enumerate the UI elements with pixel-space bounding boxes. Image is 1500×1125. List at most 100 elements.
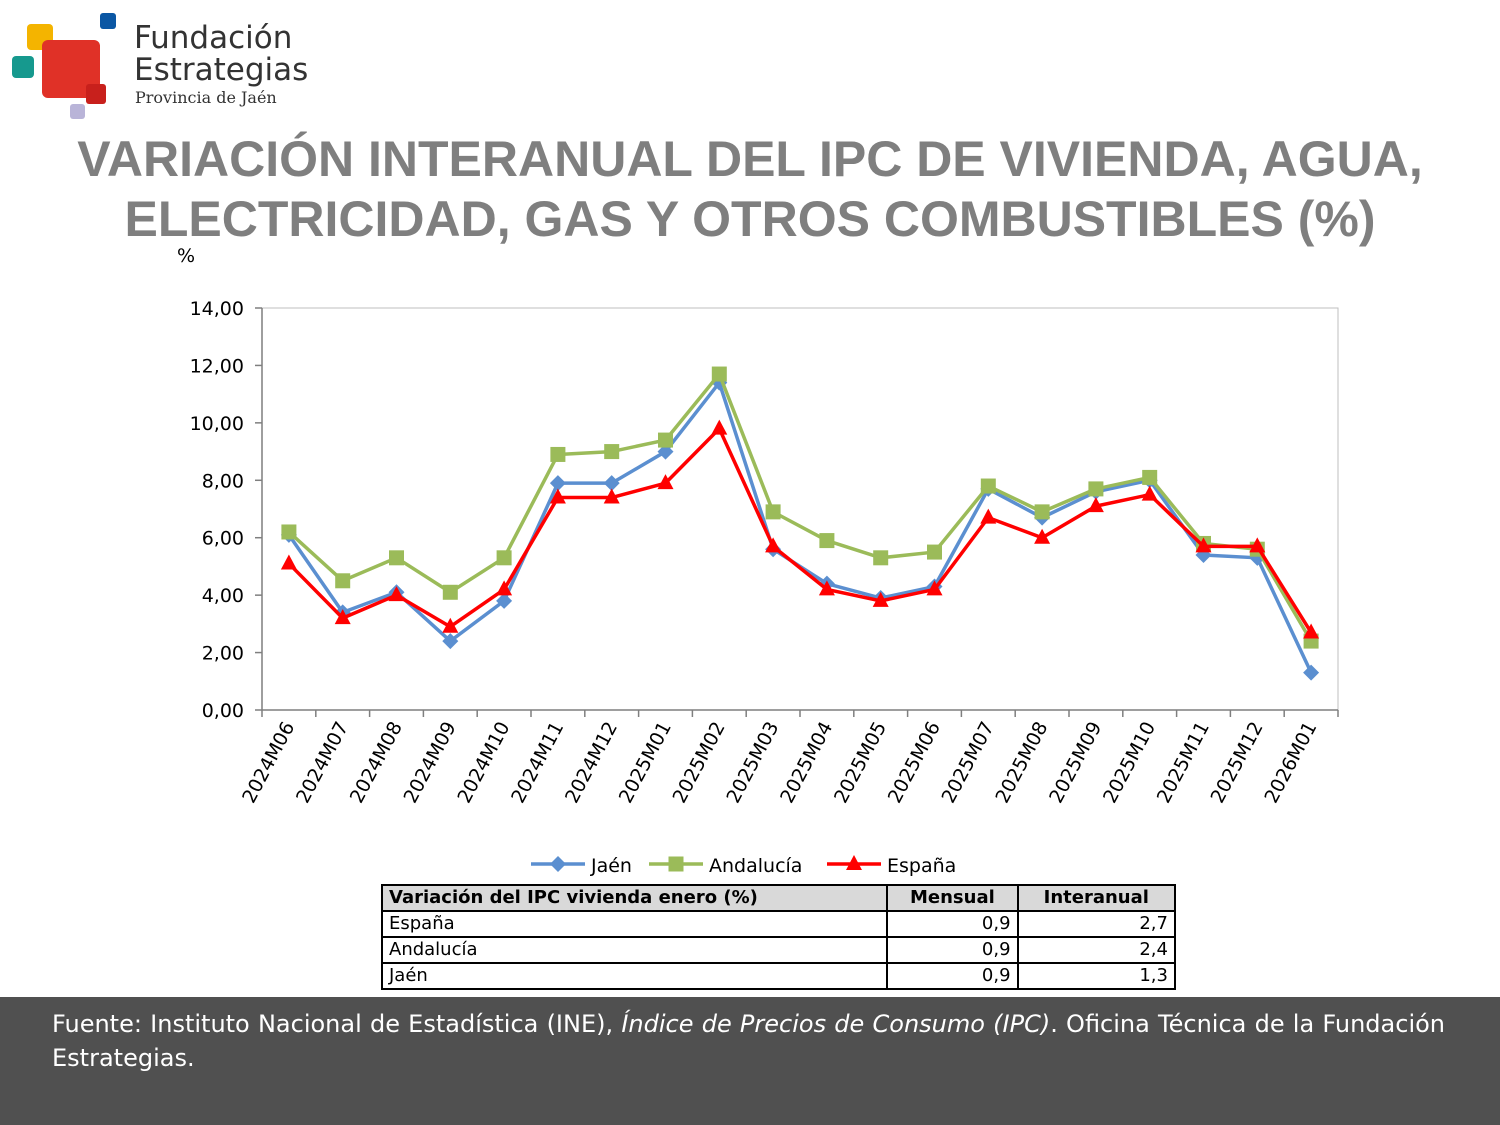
series-line: [287, 426, 1313, 634]
marker: [604, 444, 620, 460]
logo-square: [100, 13, 116, 29]
x-tick-label: 2024M12: [561, 718, 622, 807]
y-tick-label: 4,00: [202, 585, 244, 607]
marker: [496, 580, 513, 596]
x-tick-label: 2025M09: [1045, 718, 1106, 807]
x-tick-label: 2025M10: [1099, 718, 1160, 807]
marker: [389, 550, 404, 566]
y-tick-label: 12,00: [190, 355, 244, 377]
logo-text: Fundación: [134, 20, 292, 56]
logo-square: [12, 56, 34, 78]
chart-title: ELECTRICIDAD, GAS Y OTROS COMBUSTIBLES (…: [124, 191, 1375, 247]
marker: [1195, 537, 1212, 553]
y-tick-label: 10,00: [190, 413, 244, 435]
table-cell: 2,7: [1016, 910, 1177, 938]
marker: [819, 533, 835, 549]
marker: [668, 856, 684, 872]
marker: [1249, 537, 1266, 553]
table-cell: Andalucía: [380, 936, 889, 964]
table-cell: 2,4: [1016, 936, 1177, 964]
marker: [658, 432, 673, 448]
marker: [549, 488, 566, 504]
x-tick-label: 2025M05: [830, 718, 891, 807]
source-text: Fuente: Instituto Nacional de Estadístic…: [52, 1010, 622, 1038]
source-note: Fuente: Instituto Nacional de Estadístic…: [52, 1007, 1445, 1075]
table-header: Variación del IPC vivienda enero (%): [380, 884, 889, 912]
marker: [657, 474, 674, 490]
marker: [1087, 497, 1104, 513]
x-tick-label: 2025M11: [1153, 718, 1214, 807]
x-tick-label: 2024M07: [292, 718, 353, 807]
logo-text: Estrategias: [134, 52, 308, 88]
marker: [1303, 623, 1320, 639]
marker: [496, 592, 513, 609]
marker: [926, 580, 943, 596]
summary-table: Variación del IPC vivienda enero (%) Mens…: [380, 884, 1177, 990]
table-cell: 0,9: [886, 936, 1019, 964]
logo-subtitle: Provincia de Jaén: [135, 88, 277, 107]
marker: [442, 633, 459, 650]
marker: [1141, 485, 1158, 501]
x-tick-label: 2025M04: [776, 718, 837, 807]
marker: [1088, 481, 1104, 497]
marker: [388, 586, 405, 602]
marker: [1303, 664, 1320, 681]
y-tick-label: 0,00: [202, 700, 244, 722]
series-line: [287, 372, 1313, 642]
x-tick-label: 2025M07: [938, 718, 999, 807]
marker: [1142, 469, 1158, 485]
marker: [549, 475, 566, 492]
marker: [846, 855, 862, 870]
table-cell: España: [380, 910, 889, 938]
x-tick-label: 2025M12: [1207, 718, 1268, 807]
y-axis-label: %: [177, 245, 195, 267]
marker: [765, 537, 782, 553]
logo-square: [70, 104, 85, 119]
table-cell: Jaén: [380, 962, 889, 990]
y-tick-label: 2,00: [202, 643, 244, 665]
marker: [334, 609, 351, 625]
logo-square: [42, 40, 100, 98]
x-tick-label: 2024M11: [507, 718, 568, 807]
x-tick-label: 2024M10: [453, 718, 514, 807]
table-cell: 1,3: [1016, 962, 1177, 990]
x-tick-label: 2024M08: [346, 718, 407, 807]
x-tick-label: 2025M03: [722, 718, 783, 807]
marker: [281, 524, 297, 540]
marker: [1034, 504, 1050, 520]
marker: [711, 366, 727, 382]
y-tick-label: 8,00: [202, 470, 244, 492]
marker: [442, 617, 459, 633]
source-band: Fuente: Instituto Nacional de Estadístic…: [0, 997, 1500, 1125]
table-cell: 0,9: [886, 910, 1019, 938]
x-tick-label: 2024M09: [400, 718, 461, 807]
marker: [496, 550, 512, 566]
legend-label: Andalucía: [709, 855, 802, 877]
marker: [711, 419, 728, 435]
table-header: Interanual: [1016, 884, 1177, 912]
x-tick-label: 2024M06: [238, 718, 299, 807]
marker: [818, 580, 835, 596]
marker: [765, 504, 781, 520]
marker: [603, 475, 620, 492]
marker: [550, 446, 566, 462]
y-tick-label: 14,00: [190, 298, 244, 320]
x-tick-label: 2025M06: [884, 718, 945, 807]
chart-title: VARIACIÓN INTERANUAL DEL IPC DE VIVIENDA…: [77, 131, 1422, 187]
x-tick-label: 2025M02: [669, 718, 730, 807]
marker: [980, 478, 996, 494]
table-cell: 0,9: [886, 962, 1019, 990]
legend-label: Jaén: [590, 855, 632, 877]
x-tick-label: 2025M01: [615, 718, 676, 807]
x-tick-label: 2025M08: [991, 718, 1052, 807]
y-tick-label: 6,00: [202, 528, 244, 550]
marker: [550, 856, 566, 872]
marker: [280, 554, 297, 570]
marker: [872, 591, 889, 607]
logo-square: [86, 84, 106, 104]
table-header: Mensual: [886, 884, 1019, 912]
marker: [335, 573, 351, 589]
chart: Fundación Estrategias Provincia de Jaén …: [12, 13, 1423, 877]
source-text: . Oficina Técnica de la Fundación Estrat…: [52, 1010, 1446, 1072]
